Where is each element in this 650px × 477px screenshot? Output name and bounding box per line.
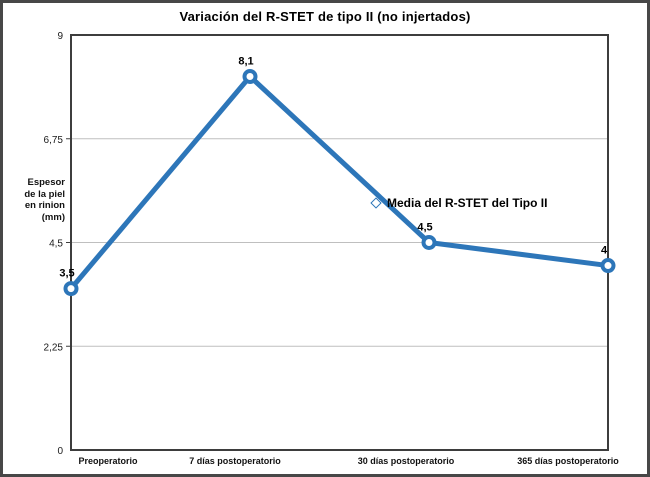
y-axis-title-line: de la piel (24, 188, 65, 200)
y-axis-title-line: en rinion (24, 200, 65, 211)
data-point-label: 8,1 (238, 56, 253, 68)
data-point-label: 4,5 (417, 222, 432, 234)
x-axis-category-label: 7 días postoperatorio (189, 456, 281, 466)
data-point-marker (242, 69, 258, 84)
series-line (68, 74, 611, 292)
legend-label: Media del R-STET del Tipo II (387, 196, 548, 210)
y-axis-tick-label: 4,5 (49, 239, 63, 250)
x-axis-category-label: 30 días postoperatorio (358, 456, 455, 466)
y-axis-tick-label: 2,25 (44, 342, 64, 353)
data-point-marker (421, 235, 437, 250)
diamond-marker-icon (370, 197, 382, 209)
legend: Media del R-STET del Tipo II (370, 196, 548, 210)
plot-area-border (70, 34, 609, 451)
y-axis-title: Espesor de la piel en rinion (mm) (9, 177, 65, 223)
data-point-label: 3,5 (59, 268, 74, 280)
y-axis-tick-label: 9 (57, 31, 63, 42)
y-axis-tick-label: 6,75 (44, 135, 64, 146)
y-axis-title-line: (mm) (41, 211, 65, 223)
data-point-marker (600, 258, 616, 274)
data-point-marker (63, 281, 79, 297)
y-axis-tick-label: 0 (57, 446, 63, 457)
line-chart: 3,5 8,1 4,5 4 0 2,25 4,5 6,75 9 Preoperatorio 7 dí… (44, 31, 620, 466)
y-axis-title-line: Espesor (27, 177, 66, 188)
data-point-label: 4 (601, 245, 608, 257)
x-axis-category-label: Preoperatorio (78, 456, 138, 466)
x-axis-category-label: 365 días postoperatorio (517, 456, 619, 466)
chart-title: Variación del R-STET de tipo II (no inje… (179, 9, 471, 24)
